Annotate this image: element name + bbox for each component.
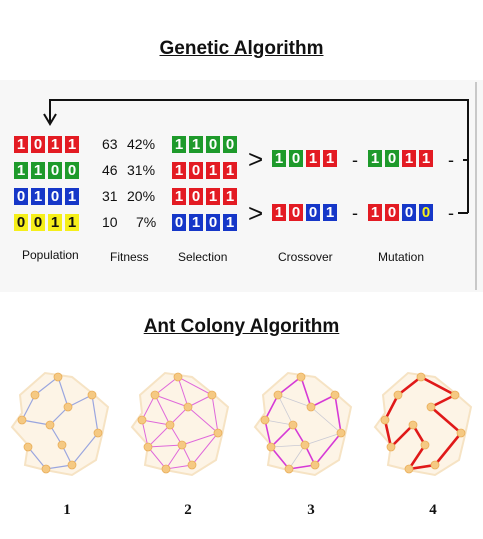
bit-cell: 0 xyxy=(206,214,220,231)
map-outline xyxy=(253,371,353,477)
fitness-percent-2: 31% xyxy=(127,162,156,178)
output-dash-top: - xyxy=(448,150,454,170)
bit-cell: 1 xyxy=(14,136,28,153)
bit-cell: 1 xyxy=(402,150,416,167)
output-dash-bottom: - xyxy=(448,203,454,223)
bit-cell: 0 xyxy=(419,204,433,221)
bit-cell: 1 xyxy=(223,162,237,179)
genetic-algorithm-panel xyxy=(0,80,483,292)
bit-cell: 1 xyxy=(172,188,186,205)
fitness-label: Fitness xyxy=(110,250,149,264)
crossover-label: Crossover xyxy=(278,250,333,264)
aco-step-2-map xyxy=(130,371,230,477)
bit-cell: 0 xyxy=(206,136,220,153)
bit-cell: 0 xyxy=(65,162,79,179)
crossover-arrow-bottom: > xyxy=(248,198,264,228)
feedback-loop-arrow xyxy=(43,82,477,290)
fitness-percent-3: 20% xyxy=(127,188,156,204)
aco-step-1-label: 1 xyxy=(63,502,71,518)
genetic-algorithm-title: Genetic Algorithm xyxy=(159,38,324,59)
fitness-percent-1: 42% xyxy=(127,136,156,152)
bit-cell: 0 xyxy=(385,150,399,167)
population-label: Population xyxy=(22,248,79,262)
aco-step-3-map xyxy=(253,371,353,477)
bit-cell: 1 xyxy=(419,150,433,167)
bit-cell: 0 xyxy=(189,188,203,205)
aco-step-4-map xyxy=(373,371,473,477)
bit-cell: 0 xyxy=(289,204,303,221)
bit-cell: 1 xyxy=(31,162,45,179)
ant-colony-algorithm-title: Ant Colony Algorithm xyxy=(143,316,340,337)
bit-cell: 0 xyxy=(48,188,62,205)
fitness-score-4: 10 xyxy=(102,214,118,230)
bit-cell: 0 xyxy=(48,162,62,179)
bit-cell: 1 xyxy=(323,150,337,167)
map-outline xyxy=(10,371,110,477)
bit-cell: 1 xyxy=(31,188,45,205)
bit-cell: 1 xyxy=(223,214,237,231)
bit-cell: 1 xyxy=(368,204,382,221)
bit-cell: 1 xyxy=(272,204,286,221)
bit-cell: 1 xyxy=(206,188,220,205)
fitness-score-2: 46 xyxy=(102,162,118,178)
bit-cell: 1 xyxy=(368,150,382,167)
fitness-percent-4: 7% xyxy=(136,214,157,230)
bit-cell: 1 xyxy=(48,214,62,231)
mutation-dash-top: - xyxy=(352,150,358,170)
bit-cell: 0 xyxy=(402,204,416,221)
bit-cell: 1 xyxy=(206,162,220,179)
fitness-score-3: 31 xyxy=(102,188,118,204)
bit-cell: 1 xyxy=(48,136,62,153)
bit-cell: 1 xyxy=(172,136,186,153)
aco-step-1-map xyxy=(10,371,110,477)
bit-cell: 1 xyxy=(14,162,28,179)
selection-label: Selection xyxy=(178,250,228,264)
bit-cell: 0 xyxy=(172,214,186,231)
aco-step-2-label: 2 xyxy=(184,502,192,518)
bit-cell: 0 xyxy=(14,188,28,205)
bit-cell: 0 xyxy=(31,214,45,231)
bit-cell: 0 xyxy=(14,214,28,231)
bit-cell: 0 xyxy=(223,136,237,153)
bit-cell: 1 xyxy=(65,214,79,231)
crossover-arrow-top: > xyxy=(248,144,264,174)
bit-cell: 1 xyxy=(223,188,237,205)
mutation-label: Mutation xyxy=(378,250,425,264)
bit-cell: 0 xyxy=(189,162,203,179)
bit-cell: 1 xyxy=(323,204,337,221)
bit-cell: 1 xyxy=(306,150,320,167)
bit-cell: 1 xyxy=(189,214,203,231)
bit-cell: 1 xyxy=(272,150,286,167)
bit-cell: 1 xyxy=(172,162,186,179)
bit-cell: 0 xyxy=(31,136,45,153)
aco-step-3-label: 3 xyxy=(307,502,315,518)
aco-step-4-label: 4 xyxy=(429,502,437,518)
bit-cell: 0 xyxy=(306,204,320,221)
fitness-score-1: 63 xyxy=(102,136,118,152)
bit-cell: 1 xyxy=(65,188,79,205)
bit-cell: 1 xyxy=(189,136,203,153)
bit-cell: 1 xyxy=(65,136,79,153)
map-outline xyxy=(130,371,230,477)
map-outline xyxy=(373,371,473,477)
bit-cell: 0 xyxy=(289,150,303,167)
bit-cell: 0 xyxy=(385,204,399,221)
mutation-dash-bottom: - xyxy=(352,203,358,223)
